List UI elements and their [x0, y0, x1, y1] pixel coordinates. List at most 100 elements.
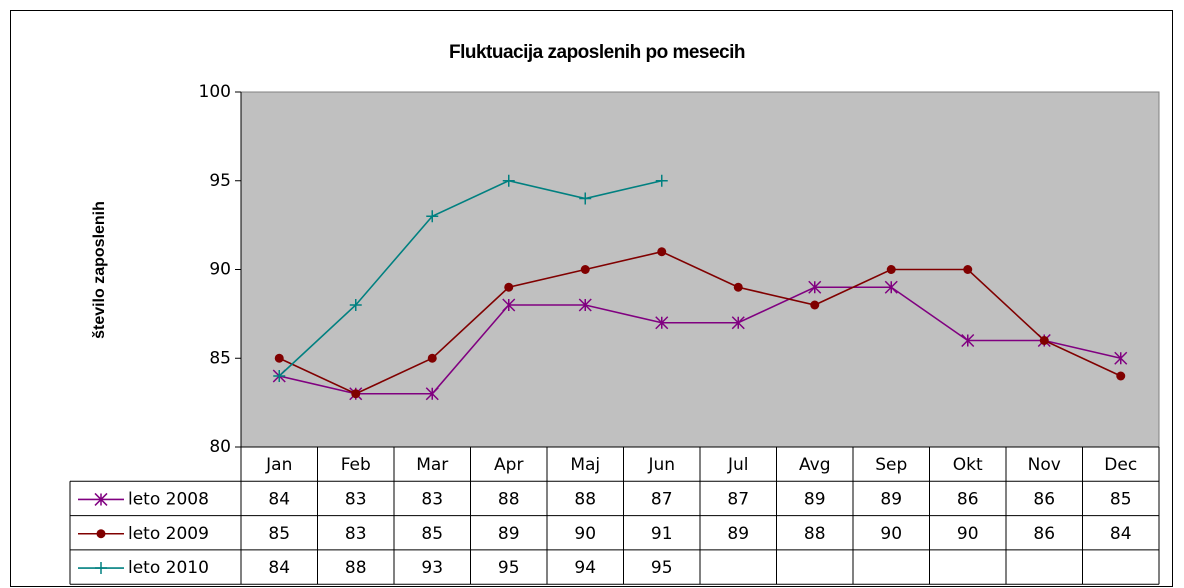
- y-tick-label: 100: [199, 82, 231, 102]
- series-line: [279, 286, 1121, 395]
- x-tick-label: Jul: [727, 455, 749, 475]
- marker-shape: [961, 333, 975, 348]
- marker-shape: [731, 316, 745, 330]
- table-value: 89: [498, 524, 520, 544]
- marker: [349, 299, 362, 311]
- legend-label: leto 2009: [128, 524, 209, 544]
- x-tick-label: Jan: [265, 455, 292, 475]
- x-tick-label: Dec: [1104, 455, 1137, 475]
- marker: [504, 282, 514, 292]
- marker-shape: [963, 265, 973, 274]
- marker: [731, 316, 745, 330]
- table-value: 88: [345, 558, 367, 578]
- marker: [733, 282, 743, 292]
- marker: [1114, 351, 1128, 365]
- table-value: 95: [498, 558, 520, 578]
- table-value: 90: [880, 524, 902, 544]
- marker-shape: [1114, 351, 1128, 365]
- table-value: 83: [345, 524, 367, 544]
- marker-shape: [580, 265, 590, 274]
- marker-shape: [426, 210, 439, 223]
- marker-shape: [733, 282, 743, 292]
- marker: [427, 353, 437, 363]
- y-tick-label: 80: [209, 437, 231, 457]
- marker-shape: [657, 247, 667, 257]
- marker-shape: [351, 389, 361, 399]
- y-tick-label: 95: [209, 171, 231, 191]
- marker: [657, 247, 667, 257]
- marker-shape: [655, 174, 668, 187]
- table-value: 90: [574, 524, 596, 544]
- table-value: 86: [1033, 524, 1055, 544]
- marker: [273, 370, 286, 382]
- marker: [579, 192, 592, 205]
- table-value: 93: [421, 558, 443, 578]
- table-value: 90: [957, 524, 979, 544]
- marker: [94, 492, 108, 506]
- marker: [963, 265, 973, 274]
- legend-label: leto 2010: [128, 558, 209, 578]
- marker-shape: [504, 282, 514, 292]
- series-line: [278, 250, 1122, 395]
- marker-shape: [95, 562, 107, 575]
- chart-title: Fluktuacija zaposlenih po mesecih: [449, 42, 745, 63]
- marker: [96, 529, 106, 539]
- table-value: 89: [727, 524, 749, 544]
- x-tick-label: Okt: [953, 455, 983, 475]
- marker: [810, 300, 820, 310]
- x-tick-label: Feb: [341, 455, 371, 475]
- x-tick-label: Nov: [1028, 455, 1061, 475]
- table-value: 91: [651, 524, 673, 544]
- marker: [1116, 371, 1126, 381]
- marker: [578, 298, 592, 312]
- marker-shape: [349, 299, 362, 311]
- y-tick-label: 85: [209, 348, 231, 368]
- marker-shape: [578, 298, 592, 312]
- marker: [351, 389, 361, 399]
- marker-shape: [502, 174, 515, 187]
- marker-shape: [655, 316, 669, 330]
- table-value: 88: [574, 489, 596, 509]
- marker-shape: [274, 353, 284, 363]
- marker-shape: [579, 192, 592, 205]
- table-value: 86: [957, 489, 979, 509]
- x-tick-label: Sep: [875, 455, 907, 475]
- marker-shape: [502, 298, 516, 312]
- y-tick-label: 90: [209, 260, 231, 280]
- table-value: 84: [1110, 524, 1132, 544]
- x-tick-label: Jun: [647, 455, 675, 475]
- table-value: 84: [268, 558, 290, 578]
- marker: [961, 333, 975, 348]
- table-value: 88: [804, 524, 826, 544]
- marker-shape: [810, 300, 820, 310]
- table-value: 83: [345, 489, 367, 509]
- marker-shape: [884, 280, 898, 294]
- table-value: 85: [268, 524, 290, 544]
- marker: [884, 280, 898, 294]
- x-tick-label: Avg: [799, 455, 831, 475]
- marker: [502, 298, 516, 312]
- table-value: 83: [421, 489, 443, 509]
- table-value: 84: [268, 489, 290, 509]
- y-axis-label: število zaposlenih: [91, 201, 108, 339]
- marker-shape: [1116, 371, 1126, 381]
- marker: [274, 353, 284, 363]
- marker: [425, 387, 439, 401]
- table-value: 85: [1110, 489, 1132, 509]
- table-value: 95: [651, 558, 673, 578]
- marker: [655, 174, 668, 187]
- table-value: 85: [421, 524, 443, 544]
- table-value: 87: [651, 489, 673, 509]
- marker: [886, 265, 896, 274]
- marker: [502, 174, 515, 187]
- marker: [1039, 336, 1049, 345]
- series-line: [278, 179, 662, 377]
- marker-shape: [425, 387, 439, 401]
- marker: [808, 280, 822, 294]
- marker: [95, 562, 107, 575]
- marker: [580, 265, 590, 274]
- marker: [426, 210, 439, 223]
- marker-shape: [1039, 336, 1049, 345]
- marker-shape: [886, 265, 896, 274]
